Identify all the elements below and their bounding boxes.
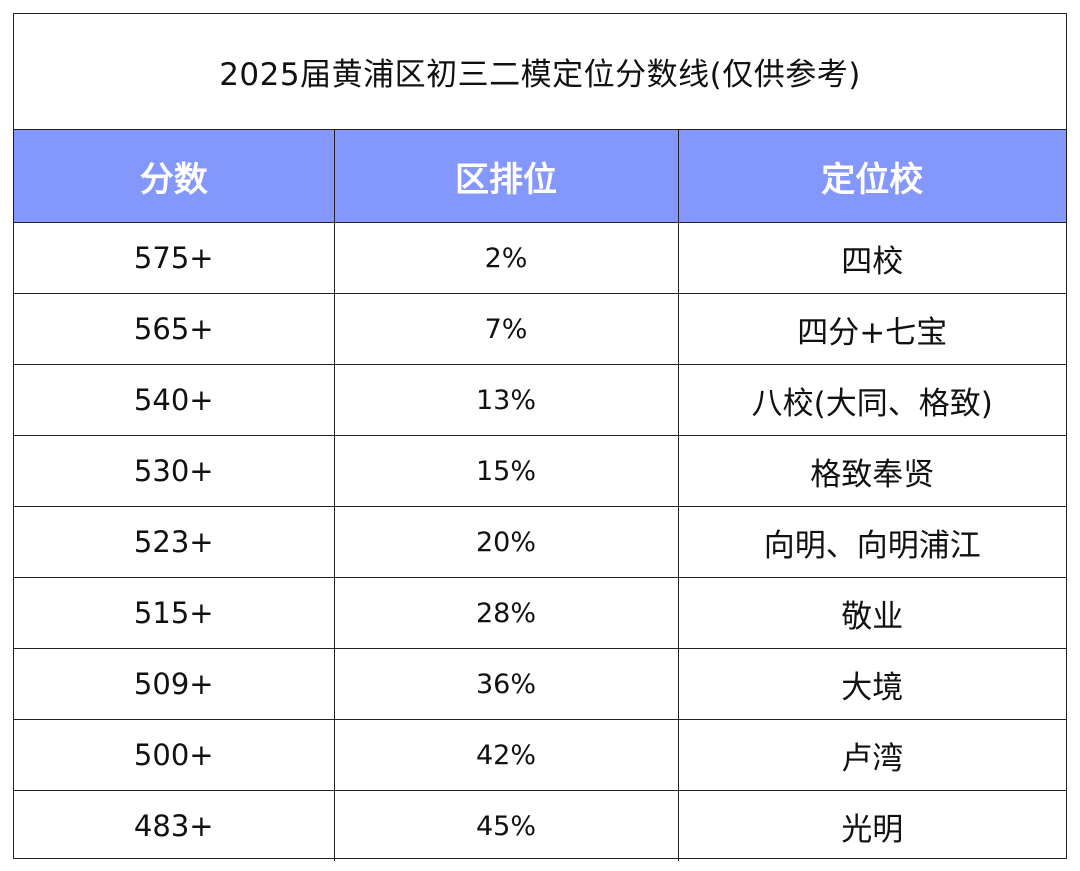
- score-cell: 523+: [14, 506, 334, 578]
- table-row: 483+ 45% 光明: [14, 790, 1066, 861]
- rank-cell: 42%: [333, 719, 678, 791]
- school-cell: 光明: [677, 790, 1066, 861]
- table-row: 515+ 28% 敬业: [14, 577, 1066, 649]
- rank-cell: 28%: [333, 577, 678, 649]
- school-cell: 敬业: [677, 577, 1066, 649]
- header-district-rank: 区排位: [333, 130, 678, 223]
- score-cell: 565+: [14, 293, 334, 365]
- school-cell: 向明、向明浦江: [677, 506, 1066, 578]
- score-cell: 515+: [14, 577, 334, 649]
- rank-cell: 13%: [333, 364, 678, 436]
- rank-cell: 36%: [333, 648, 678, 720]
- score-table: 分数 区排位 定位校 575+ 2% 四校 565+ 7% 四分+七宝 540+…: [14, 130, 1066, 861]
- table-row: 523+ 20% 向明、向明浦江: [14, 506, 1066, 578]
- header-target-school: 定位校: [677, 130, 1066, 223]
- header-row: 分数 区排位 定位校: [14, 130, 1066, 223]
- score-cell: 575+: [133, 241, 214, 275]
- table-row: 565+ 7% 四分+七宝: [14, 293, 1066, 365]
- school-cell: 格致奉贤: [677, 435, 1066, 507]
- header-score: 分数: [14, 130, 334, 223]
- table-row: 500+ 42% 卢湾: [14, 719, 1066, 791]
- score-table-sheet: 2025届黄浦区初三二模定位分数线(仅供参考) 分数 区排位 定位校 575+ …: [13, 13, 1067, 861]
- school-cell: 四分+七宝: [677, 293, 1066, 365]
- school-cell: 大境: [677, 648, 1066, 720]
- score-cell: 483+: [14, 790, 334, 861]
- rank-cell: 2%: [333, 222, 678, 294]
- score-cell: 509+: [14, 648, 334, 720]
- school-cell: 四校: [677, 222, 1066, 294]
- rank-cell: 20%: [333, 506, 678, 578]
- rank-cell: 15%: [333, 435, 678, 507]
- rank-cell: 7%: [333, 293, 678, 365]
- score-cell: 500+: [14, 719, 334, 791]
- rank-cell: 45%: [333, 790, 678, 861]
- table-row: 530+ 15% 格致奉贤: [14, 435, 1066, 507]
- school-cell: 卢湾: [677, 719, 1066, 791]
- table-row: 509+ 36% 大境: [14, 648, 1066, 720]
- score-cell: 530+: [14, 435, 334, 507]
- table-row: 540+ 13% 八校(大同、格致): [14, 364, 1066, 436]
- school-cell: 八校(大同、格致): [677, 364, 1066, 436]
- table-title: 2025届黄浦区初三二模定位分数线(仅供参考): [14, 14, 1066, 130]
- score-cell: 540+: [14, 364, 334, 436]
- table-row: 575+ 2% 四校: [14, 222, 1066, 294]
